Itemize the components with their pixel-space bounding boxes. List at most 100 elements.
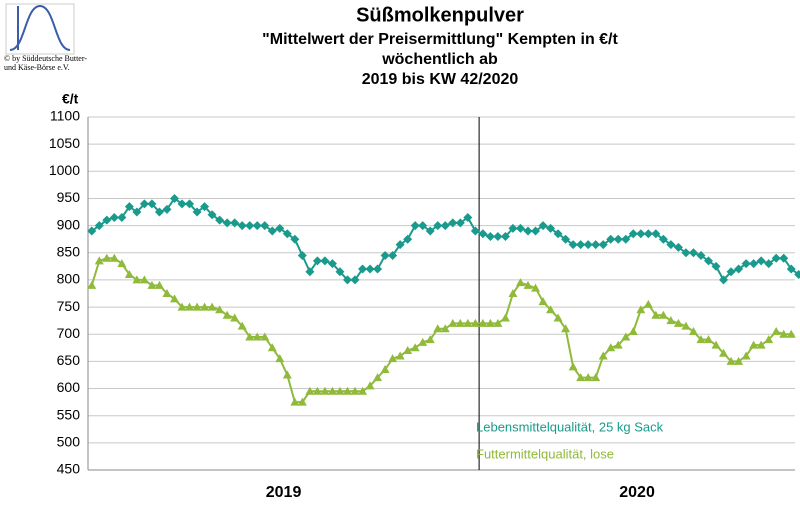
point <box>756 340 766 349</box>
point <box>749 259 759 269</box>
point <box>388 250 398 260</box>
point <box>185 199 195 209</box>
point <box>583 373 593 382</box>
point <box>252 332 262 341</box>
point <box>598 351 608 360</box>
point <box>433 324 443 333</box>
point <box>425 335 435 344</box>
point <box>463 318 473 327</box>
point <box>260 332 270 341</box>
point <box>335 386 345 395</box>
point <box>124 202 134 212</box>
point <box>358 386 368 395</box>
point <box>267 226 277 236</box>
point <box>764 259 774 269</box>
point <box>621 332 631 341</box>
point <box>425 226 435 236</box>
point <box>335 267 345 277</box>
point <box>169 294 179 303</box>
point <box>139 199 149 209</box>
point <box>779 253 789 263</box>
point <box>764 335 774 344</box>
point <box>200 202 210 212</box>
logo-curve <box>9 4 71 51</box>
point <box>252 221 262 231</box>
chart-subtitle: wöchentlich ab <box>381 51 498 68</box>
point <box>704 256 714 266</box>
point <box>139 275 149 284</box>
point <box>636 305 646 314</box>
point <box>260 221 270 231</box>
point <box>87 280 97 289</box>
point <box>756 256 766 266</box>
chart-title: Süßmolkenpulver <box>356 4 524 26</box>
point <box>485 318 495 327</box>
point <box>726 267 736 277</box>
point <box>230 313 240 322</box>
point <box>681 248 691 258</box>
point <box>94 221 104 231</box>
point <box>658 234 668 244</box>
point <box>290 397 300 406</box>
point <box>440 221 450 231</box>
point <box>358 264 368 274</box>
y-tick-label: 450 <box>57 461 81 477</box>
point <box>666 316 676 325</box>
y-tick-label: 1100 <box>50 108 80 124</box>
point <box>215 305 225 314</box>
point <box>643 229 653 239</box>
point <box>282 229 292 239</box>
legend-label: Lebensmittelqualität, 25 kg Sack <box>476 419 664 434</box>
point <box>410 343 420 352</box>
point <box>606 343 616 352</box>
point <box>531 283 541 292</box>
point <box>613 340 623 349</box>
point <box>658 310 668 319</box>
point <box>786 264 796 274</box>
point <box>448 218 458 228</box>
point <box>388 354 398 363</box>
point <box>561 324 571 333</box>
point <box>275 223 285 233</box>
point <box>245 221 255 231</box>
point <box>478 229 488 239</box>
point <box>245 332 255 341</box>
point <box>237 321 247 330</box>
point <box>531 226 541 236</box>
y-tick-label: 750 <box>57 298 81 314</box>
point <box>350 275 360 285</box>
point <box>771 327 781 336</box>
point <box>719 348 729 357</box>
y-tick-label: 950 <box>57 189 81 205</box>
point <box>636 229 646 239</box>
point <box>124 269 134 278</box>
y-tick-label: 1050 <box>49 135 80 151</box>
point <box>305 267 315 277</box>
point <box>681 321 691 330</box>
point <box>508 223 518 233</box>
point <box>500 231 510 241</box>
point <box>508 289 518 297</box>
point <box>583 240 593 250</box>
point <box>515 223 525 233</box>
point <box>553 229 563 239</box>
point <box>132 275 142 284</box>
point <box>688 248 698 258</box>
point <box>327 386 337 395</box>
point <box>192 207 202 217</box>
point <box>500 313 510 322</box>
point <box>568 362 578 371</box>
point <box>192 302 202 311</box>
point <box>523 280 533 289</box>
y-tick-label: 850 <box>57 243 81 259</box>
point <box>734 356 744 365</box>
point <box>87 226 97 236</box>
point <box>169 193 179 203</box>
point <box>162 204 172 214</box>
point <box>207 302 217 311</box>
point <box>688 327 698 336</box>
point <box>455 318 465 327</box>
x-group-label: 2020 <box>619 484 655 501</box>
point <box>109 212 119 222</box>
point <box>117 259 127 268</box>
